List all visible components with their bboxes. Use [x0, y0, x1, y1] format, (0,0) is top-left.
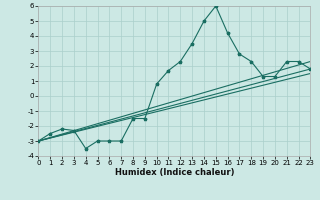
X-axis label: Humidex (Indice chaleur): Humidex (Indice chaleur): [115, 168, 234, 177]
